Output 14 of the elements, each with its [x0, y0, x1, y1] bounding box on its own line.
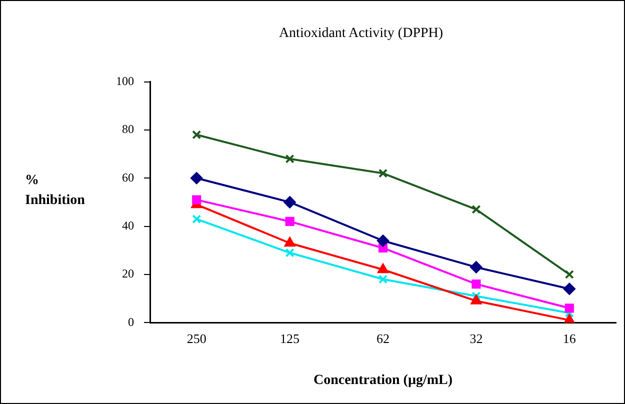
x-tick-label: 125 — [280, 330, 300, 346]
chart-title: Antioxidant Activity (DPPH) — [278, 26, 444, 42]
y-tick-label: 20 — [122, 266, 134, 281]
x-axis-title: Concentration (µg/mL) — [313, 373, 453, 388]
x-tick-label: 32 — [470, 330, 483, 346]
y-tick-label: 40 — [122, 218, 134, 232]
x-tick-label: 16 — [562, 330, 576, 346]
x-tick-label: 62 — [376, 330, 390, 346]
y-tick-label: 100 — [116, 74, 134, 88]
y-axis-title: % Inhibition — [25, 173, 85, 208]
y-tick-label: 80 — [122, 122, 134, 136]
y-tick-label: 0 — [128, 314, 134, 329]
x-tick-label: 250 — [186, 330, 206, 346]
y-tick-label: 60 — [122, 170, 134, 184]
